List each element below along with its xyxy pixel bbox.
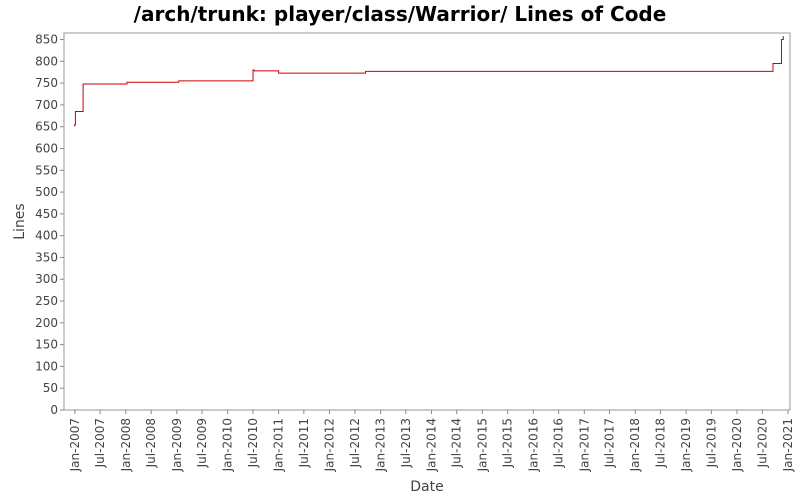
x-tick-label: Jan-2015	[475, 418, 489, 472]
y-tick-label: 100	[35, 359, 58, 373]
x-tick-label: Jan-2007	[68, 418, 82, 472]
x-tick-label: Jul-2008	[144, 418, 158, 468]
y-tick-label: 50	[43, 381, 58, 395]
x-tick-label: Jul-2018	[653, 418, 667, 468]
x-tick-label: Jul-2016	[552, 418, 566, 468]
x-tick-label: Jan-2009	[170, 418, 184, 472]
x-tick-label: Jan-2018	[628, 418, 642, 472]
x-axis-ticks: Jan-2007 Jul-2007 Jan-2008 Jul-2008 Jan-2009…	[68, 410, 795, 472]
plot-area	[63, 32, 791, 411]
x-tick-label: Jan-2012	[323, 418, 337, 472]
y-tick-label: 0	[50, 403, 58, 417]
x-tick-label: Jul-2011	[297, 418, 311, 468]
x-tick-label: Jan-2016	[526, 418, 540, 472]
x-tick-label: Jul-2020	[755, 418, 769, 468]
y-tick-label: 750	[35, 76, 58, 90]
y-tick-label: 300	[35, 272, 58, 286]
x-tick-label: Jan-2019	[679, 418, 693, 472]
x-tick-label: Jan-2014	[424, 418, 438, 472]
y-tick-label: 850	[35, 33, 58, 47]
y-tick-label: 150	[35, 338, 58, 352]
x-tick-label: Jul-2010	[246, 418, 260, 468]
y-tick-label: 450	[35, 207, 58, 221]
x-tick-label: Jan-2017	[577, 418, 591, 472]
y-tick-label: 550	[35, 163, 58, 177]
y-tick-label: 600	[35, 141, 58, 155]
x-tick-label: Jul-2017	[603, 418, 617, 468]
y-tick-label: 400	[35, 229, 58, 243]
x-tick-label: Jan-2013	[374, 418, 388, 472]
chart-title: /arch/trunk: player/class/Warrior/ Lines…	[133, 2, 667, 26]
x-tick-label: Jul-2009	[195, 418, 209, 468]
y-tick-label: 500	[35, 185, 58, 199]
x-tick-label: Jan-2008	[119, 418, 133, 472]
y-tick-label: 200	[35, 316, 58, 330]
x-tick-label: Jul-2014	[450, 418, 464, 468]
x-tick-label: Jan-2020	[730, 418, 744, 472]
x-axis-label: Date	[410, 479, 443, 495]
x-tick-label: Jan-2021	[781, 418, 795, 472]
y-tick-label: 250	[35, 294, 58, 308]
x-tick-label: Jul-2019	[704, 418, 718, 468]
x-tick-label: Jul-2007	[93, 418, 107, 468]
y-tick-label: 800	[35, 54, 58, 68]
y-tick-label: 650	[35, 120, 58, 134]
series-line-lines-of-code	[73, 36, 784, 127]
y-axis-ticks: 0 50 100 150 200 250 300 350 400 450 500 550 600 650 7…	[35, 33, 64, 417]
y-axis-label: Lines	[12, 203, 28, 239]
x-tick-label: Jan-2010	[221, 418, 235, 472]
x-tick-label: Jul-2013	[399, 418, 413, 468]
x-tick-label: Jan-2011	[272, 418, 286, 472]
y-tick-label: 350	[35, 250, 58, 264]
x-tick-label: Jul-2012	[348, 418, 362, 468]
y-tick-label: 700	[35, 98, 58, 112]
x-tick-label: Jul-2015	[501, 418, 515, 468]
